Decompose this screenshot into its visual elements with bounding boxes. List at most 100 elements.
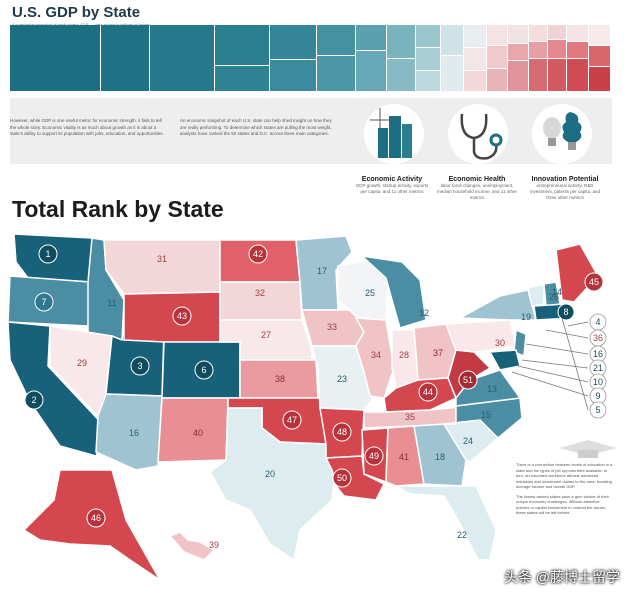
- rank-label-nm: 40: [193, 428, 203, 438]
- treemap-cell: [464, 71, 486, 91]
- rank-label-pa: 30: [495, 338, 505, 348]
- treemap-cell: [508, 44, 528, 60]
- rank-label-mt: 31: [157, 254, 167, 264]
- rank-label-md: 10: [593, 377, 603, 387]
- treemap-cell: [317, 25, 355, 55]
- state-mn: [295, 235, 353, 311]
- rank-label-ct: 36: [593, 333, 603, 343]
- us-rank-map: 1 7 2 11 29 3 16 31 43 6 40 42 32 27 38 …: [7, 233, 616, 581]
- rank-label-mo: 23: [337, 374, 347, 384]
- rank-label-tn: 35: [405, 412, 415, 422]
- treemap-cell: [567, 25, 588, 41]
- rank-label-ia: 33: [327, 322, 337, 332]
- gdp-treemap: [10, 25, 610, 91]
- state-nc: [443, 397, 523, 440]
- treemap-cell: [387, 59, 415, 91]
- rank-label-sd: 32: [255, 288, 265, 298]
- treemap-cell: [589, 25, 610, 45]
- rank-label-ca: 2: [31, 395, 36, 405]
- rank-label-ut: 3: [137, 361, 142, 371]
- rank-label-la: 50: [337, 473, 347, 483]
- treemap-cell: [589, 67, 610, 91]
- treemap-cell: [508, 25, 528, 43]
- treemap-cell: [101, 25, 149, 91]
- rank-label-ne: 27: [261, 330, 271, 340]
- treemap-cell: [215, 66, 269, 91]
- rank-label-ga: 18: [435, 452, 445, 462]
- rank-labels: 1 7 2 11 29 3 16 31 43 6 40 42 32 27 38 …: [24, 244, 604, 550]
- treemap-cell: [356, 51, 386, 91]
- rank-label-in: 28: [399, 350, 409, 360]
- gdp-subtitle: A cumulative snapshot of each state's GD…: [12, 22, 151, 27]
- category-title: Economic Health: [448, 176, 506, 183]
- state-al: [385, 425, 425, 487]
- state-fl: [393, 485, 497, 561]
- rank-label-de: 21: [593, 363, 603, 373]
- category-desc: labor force changes, unemployment, media…: [437, 183, 517, 200]
- category-title: Innovation Potential: [531, 176, 599, 183]
- rank-label-me: 45: [589, 277, 599, 287]
- treemap-cell: [567, 59, 588, 91]
- side-note-education: There is a connection between levels of …: [516, 462, 613, 489]
- treemap-cell: [270, 60, 316, 91]
- rank-label-ri: 4: [595, 317, 600, 327]
- rank-label-ms: 49: [369, 451, 379, 461]
- treemap-cell: [548, 40, 566, 58]
- rank-label-id: 11: [107, 298, 116, 308]
- rank-label-va: 13: [487, 384, 497, 394]
- treemap-cell: [487, 69, 507, 91]
- lightbulb-icon: [532, 104, 592, 164]
- state-md: [488, 349, 521, 371]
- gdp-title: U.S. GDP by State: [12, 4, 141, 21]
- rank-label-mi: 12: [419, 308, 429, 318]
- rank-label-nj: 16: [593, 349, 603, 359]
- state-tx: [209, 407, 337, 562]
- category-desc: GDP growth, startup activity, exports pe…: [355, 183, 429, 194]
- rank-label-ma: 8: [563, 307, 568, 317]
- state-mi: [359, 254, 427, 329]
- rank-label-nc: 15: [481, 410, 491, 420]
- rank-label-wa: 1: [45, 249, 50, 259]
- side-note-lowest: The lowest ranked states paint a grim pi…: [516, 493, 609, 516]
- watermark: 头条 @藤博士留学: [503, 569, 620, 585]
- rank-label-vt: 26: [549, 292, 559, 302]
- rank-label-il: 34: [371, 350, 381, 360]
- rank-label-ak: 46: [91, 513, 101, 523]
- treemap-cell: [441, 56, 463, 91]
- treemap-cell: [487, 25, 507, 45]
- rank-label-ky: 44: [423, 387, 433, 397]
- treemap-cell: [416, 25, 440, 47]
- rank-label-wi: 25: [365, 288, 375, 298]
- intro-text-left: However, while GDP is one useful metric …: [10, 118, 164, 136]
- rank-label-oh: 37: [433, 348, 443, 358]
- rank-label-dc: 9: [595, 391, 600, 401]
- state-wy: [123, 291, 221, 343]
- treemap-cell: [548, 25, 566, 39]
- info-band: [10, 98, 612, 164]
- rank-label-wy: 43: [177, 311, 187, 321]
- treemap-cell: [356, 25, 386, 50]
- rank-label-mn: 17: [317, 266, 327, 276]
- rank-label-al: 41: [399, 452, 409, 462]
- rank-label-wv: 51: [463, 375, 473, 385]
- treemap-cell: [416, 71, 440, 91]
- treemap-cell: [387, 25, 415, 58]
- stethoscope-icon: [448, 104, 508, 164]
- category-title: Economic Activity: [361, 176, 423, 183]
- state-hi: [168, 531, 216, 561]
- state-il: [354, 317, 395, 399]
- treemap-cell: [589, 46, 610, 66]
- category-economic-health: Economic Health labor force changes, une…: [437, 176, 517, 201]
- treemap-cell: [508, 61, 528, 91]
- treemap-cell: [529, 59, 547, 91]
- rank-label-tx: 20: [265, 469, 275, 479]
- treemap-cell: [10, 25, 100, 91]
- treemap-cell: [150, 25, 214, 91]
- rank-label-ks: 38: [275, 374, 285, 384]
- state-nj: [513, 328, 527, 358]
- treemap-cell: [464, 25, 486, 47]
- rank-label-ok: 47: [287, 415, 297, 425]
- category-economic-activity: Economic Activity GDP growth, startup ac…: [352, 176, 432, 195]
- map-title: Total Rank by State: [12, 196, 224, 222]
- treemap-cell: [441, 25, 463, 55]
